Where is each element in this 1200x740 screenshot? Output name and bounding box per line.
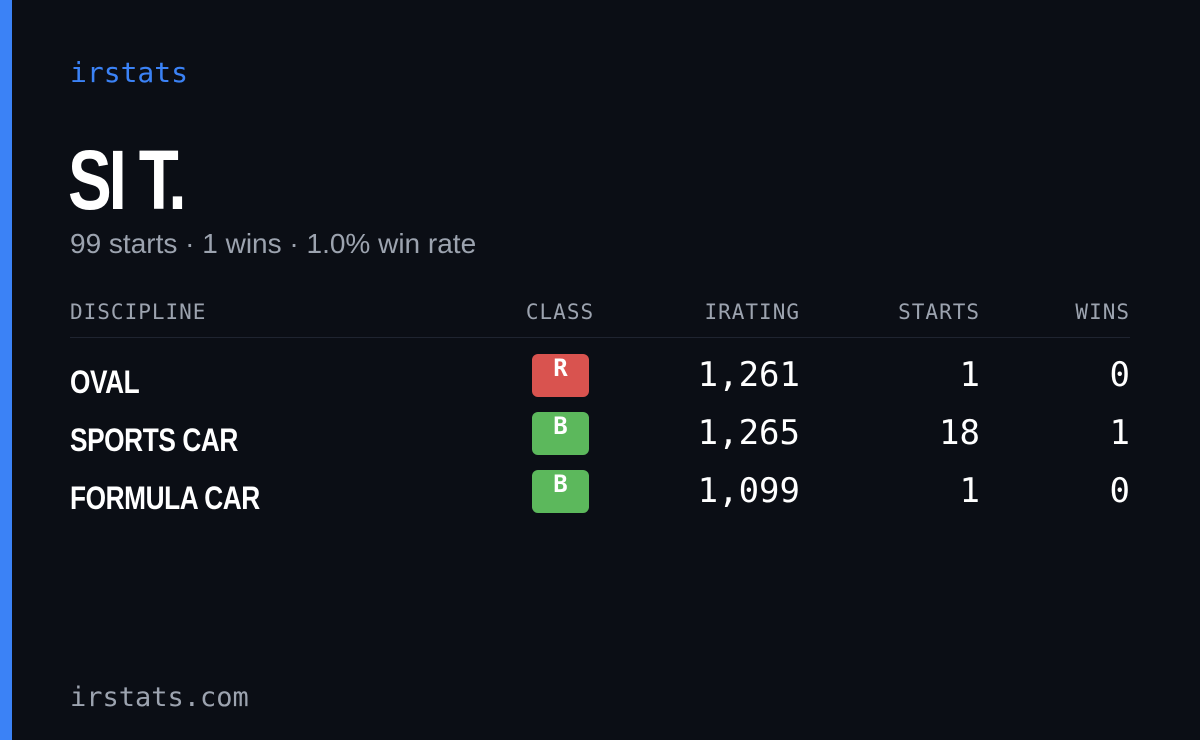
discipline: FORMULA CAR (70, 480, 260, 516)
column-header: CLASS (525, 300, 595, 324)
stat-value: 1 (959, 355, 980, 395)
stat-value: 0 (1109, 355, 1130, 395)
footer: irstats.com (70, 682, 249, 713)
stat-value: 1,261 (697, 355, 800, 395)
stat-value: 1 (959, 471, 980, 511)
class-badge: B (532, 412, 589, 455)
class-badge: B (532, 470, 589, 513)
column-header: STARTS (898, 300, 980, 324)
stat-value: 0 (1109, 471, 1130, 511)
accent-bar (0, 0, 12, 740)
stat-value: 1,099 (697, 471, 800, 511)
discipline: OVAL (70, 364, 140, 400)
stat-value: 1 (1109, 413, 1130, 453)
header-rule (70, 337, 1130, 338)
stat-value: 1,265 (697, 413, 800, 453)
column-header: WINS (1075, 300, 1130, 324)
summary: 99 starts · 1 wins · 1.0% win rate (70, 228, 477, 259)
brand: irstats (70, 56, 189, 89)
discipline: SPORTS CAR (70, 422, 238, 458)
driver-name: SI T. (68, 133, 187, 227)
column-header: DISCIPLINE (70, 300, 207, 324)
column-header: IRATING (704, 300, 800, 324)
stat-value: 18 (939, 413, 980, 453)
class-badge: R (532, 354, 589, 397)
